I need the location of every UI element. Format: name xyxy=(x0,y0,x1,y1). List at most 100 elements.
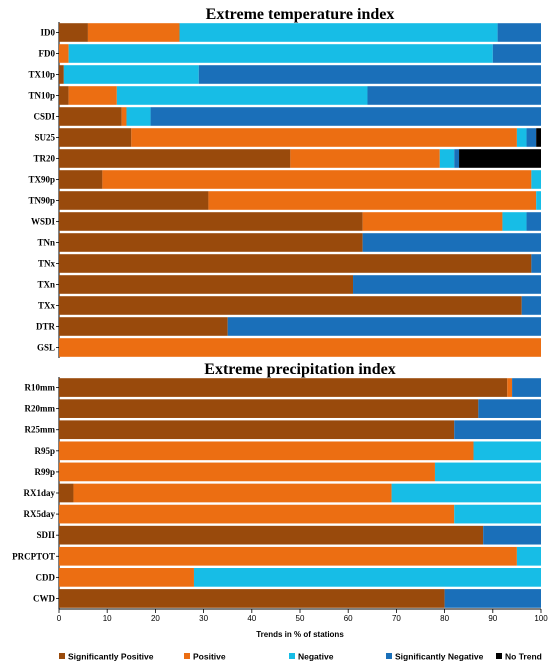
category-label-r99p: R99p xyxy=(34,467,55,477)
bar-csdi-significantly-negative xyxy=(150,107,541,126)
bar-cwd-significantly-negative xyxy=(444,589,541,608)
bar-su25-negative xyxy=(516,128,527,147)
panel-temperature: Extreme temperature index ID0 FD0 TX10p TN10… xyxy=(28,6,541,358)
category-label-fd0: FD0 xyxy=(39,49,56,59)
bar-tnn-significantly-negative xyxy=(362,233,541,252)
bar-cdd-negative xyxy=(193,568,541,587)
x-tick-label: 10 xyxy=(103,614,112,623)
legend-item-no-trend: No Trend xyxy=(496,652,542,662)
bar-wsdi-significantly-positive xyxy=(59,212,363,231)
category-label-txx: TXx xyxy=(38,301,56,311)
bar-su25-no-trend xyxy=(536,128,541,147)
category-label-tr20: TR20 xyxy=(33,154,55,164)
bar-id0-significantly-negative xyxy=(497,23,541,42)
x-tick-label: 60 xyxy=(344,614,353,623)
bar-su25-significantly-negative xyxy=(526,128,537,147)
bar-dtr-significantly-positive xyxy=(59,317,228,336)
x-tick-label: 70 xyxy=(392,614,401,623)
bar-su25-significantly-positive xyxy=(59,128,132,147)
panel-title: Extreme temperature index xyxy=(206,6,395,23)
bar-fd0-significantly-negative xyxy=(492,44,541,63)
panel-precipitation: Extreme precipitation index R10mm R20mm R25… xyxy=(12,361,541,609)
legend-swatch xyxy=(496,653,502,659)
bar-tx90p-positive xyxy=(102,170,532,189)
category-label-prcptot: PRCPTOT xyxy=(12,551,55,561)
bar-tn10p-negative xyxy=(116,86,368,105)
bar-tx90p-significantly-positive xyxy=(59,170,103,189)
legend-label: No Trend xyxy=(505,652,542,662)
bar-rx5day-negative xyxy=(454,504,541,524)
category-label-id0: ID0 xyxy=(40,28,55,38)
x-tick-label: 20 xyxy=(151,614,160,623)
bar-r25mm-significantly-positive xyxy=(59,420,455,440)
x-tick-label: 50 xyxy=(296,614,305,623)
bar-tx10p-significantly-negative xyxy=(198,65,541,84)
legend-label: Negative xyxy=(298,652,334,662)
legend-item-positive: Positive xyxy=(184,652,226,662)
category-label-r10mm: R10mm xyxy=(25,383,56,393)
category-label-tx90p: TX90p xyxy=(28,175,55,185)
legend-swatch xyxy=(289,653,295,659)
bar-sdii-significantly-positive xyxy=(59,525,484,545)
x-tick-label: 90 xyxy=(488,614,497,623)
bar-tr20-negative xyxy=(439,149,455,168)
category-label-wsdi: WSDI xyxy=(31,217,56,227)
bar-tn10p-significantly-positive xyxy=(59,86,69,105)
bar-sdii-significantly-negative xyxy=(483,525,541,545)
legend-swatch xyxy=(184,653,190,659)
category-label-rx1day: RX1day xyxy=(23,488,55,498)
bar-id0-positive xyxy=(87,23,180,42)
category-label-tnx: TNx xyxy=(38,259,56,269)
bar-tn90p-significantly-positive xyxy=(59,191,209,210)
bar-rx1day-negative xyxy=(391,483,541,503)
category-label-r20mm: R20mm xyxy=(25,404,56,414)
x-tick-label: 80 xyxy=(440,614,449,623)
bar-fd0-negative xyxy=(68,44,493,63)
legend-item-significantly-positive: Significantly Positive xyxy=(59,652,154,662)
bar-csdi-negative xyxy=(126,107,151,126)
bar-wsdi-significantly-negative xyxy=(526,212,541,231)
category-label-sdii: SDII xyxy=(36,530,55,540)
category-label-csdi: CSDI xyxy=(33,112,55,122)
bar-id0-significantly-positive xyxy=(59,23,88,42)
bar-csdi-positive xyxy=(121,107,127,126)
bar-tx90p-negative xyxy=(531,170,541,189)
bar-txn-significantly-negative xyxy=(353,275,541,294)
category-label-tn10p: TN10p xyxy=(28,91,55,101)
category-label-txn: TXn xyxy=(37,280,55,290)
bar-r10mm-significantly-positive xyxy=(59,378,508,397)
x-tick-label: 100 xyxy=(534,614,548,623)
bar-tr20-positive xyxy=(290,149,440,168)
bar-gsl-positive xyxy=(59,338,541,357)
bar-tnx-significantly-positive xyxy=(59,254,532,273)
bar-rx1day-positive xyxy=(73,483,392,503)
bar-tx10p-significantly-positive xyxy=(59,65,64,84)
category-label-su25: SU25 xyxy=(34,133,55,143)
x-tick-label: 0 xyxy=(57,614,62,623)
category-label-gsl: GSL xyxy=(37,343,55,353)
bar-tr20-significantly-positive xyxy=(59,149,291,168)
bar-txn-significantly-positive xyxy=(59,275,354,294)
x-tick-label: 30 xyxy=(199,614,208,623)
category-label-tn90p: TN90p xyxy=(28,196,55,206)
legend-item-negative: Negative xyxy=(289,652,334,662)
bar-tn90p-negative xyxy=(536,191,541,210)
bar-su25-positive xyxy=(131,128,517,147)
bar-r10mm-positive xyxy=(507,378,513,397)
legend-item-significantly-negative: Significantly Negative xyxy=(386,652,484,662)
legend-swatch xyxy=(59,653,65,659)
bar-tnx-significantly-negative xyxy=(531,254,541,273)
bar-r95p-negative xyxy=(473,441,541,461)
legend-swatch xyxy=(386,653,392,659)
category-label-rx5day: RX5day xyxy=(23,509,55,519)
bar-tn90p-positive xyxy=(208,191,537,210)
bar-r95p-positive xyxy=(59,441,474,461)
bar-r25mm-significantly-negative xyxy=(454,420,541,440)
category-label-tnn: TNn xyxy=(37,238,55,248)
bar-wsdi-negative xyxy=(502,212,527,231)
category-label-cdd: CDD xyxy=(36,572,56,582)
bar-id0-negative xyxy=(179,23,498,42)
panel-title: Extreme precipitation index xyxy=(204,361,395,378)
bar-csdi-significantly-positive xyxy=(59,107,122,126)
